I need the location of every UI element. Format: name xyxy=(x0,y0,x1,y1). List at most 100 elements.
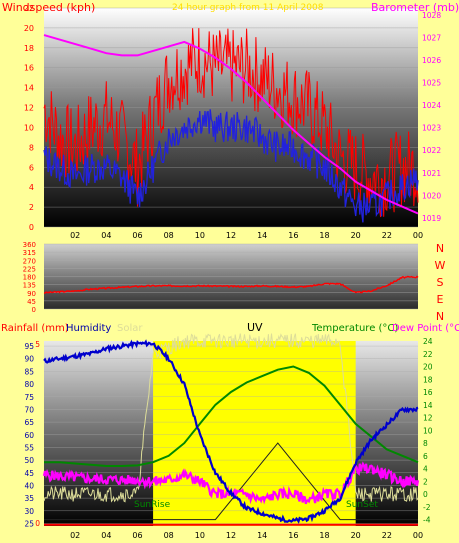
barometer-tick: 1019 xyxy=(422,214,441,223)
uv-label: UV xyxy=(247,321,263,334)
x-tick: 22 xyxy=(382,231,392,240)
dewpoint-label: Dew Point (°C xyxy=(392,323,459,334)
direction-tick: 90 xyxy=(27,290,36,298)
x-tick: 20 xyxy=(351,531,361,540)
barometer-tick: 1027 xyxy=(422,33,441,42)
temperature-tick: 16 xyxy=(423,388,433,397)
compass-label: S xyxy=(437,276,444,289)
humidity-tick: 35 xyxy=(24,494,34,503)
barometer-tick: 1022 xyxy=(422,146,441,155)
x-tick: 20 xyxy=(351,231,361,240)
direction-tick: 0 xyxy=(32,306,36,314)
windspeed-tick: 6 xyxy=(29,163,34,172)
x-tick: 14 xyxy=(257,231,267,240)
humidity-tick: 70 xyxy=(24,405,34,414)
barometer-tick: 1028 xyxy=(422,11,441,20)
direction-tick: 225 xyxy=(23,265,36,273)
rainfall-tick: 0 xyxy=(35,519,40,528)
humidity-tick: 90 xyxy=(24,355,34,364)
rainfall-label: Rainfall (mm) xyxy=(1,323,69,334)
humidity-tick: 25 xyxy=(24,519,34,528)
uv-line xyxy=(44,442,418,521)
barometer-tick: 1026 xyxy=(422,56,441,65)
temperature-tick: 8 xyxy=(423,439,428,448)
humidity-tick: 65 xyxy=(24,418,34,427)
x-tick: 16 xyxy=(288,531,298,540)
humidity-tick: 45 xyxy=(24,469,34,478)
windspeed-avg-line xyxy=(43,109,419,223)
barometer-line xyxy=(43,34,419,215)
sunrise-label: SunRise xyxy=(134,500,171,510)
temperature-tick: 14 xyxy=(423,401,433,410)
barometer-tick: 1020 xyxy=(422,191,441,200)
windspeed-tick: 18 xyxy=(24,44,34,53)
humidity-tick: 30 xyxy=(24,507,34,516)
temperature-tick: 10 xyxy=(423,426,433,435)
x-tick: 06 xyxy=(132,231,142,240)
x-tick: 04 xyxy=(101,531,111,540)
direction-tick: 180 xyxy=(23,274,36,282)
humidity-tick: 85 xyxy=(24,367,34,376)
humidity-label: Humidity xyxy=(66,323,111,334)
barometer-tick: 1021 xyxy=(422,169,441,178)
windspeed-tick: 22 xyxy=(24,4,34,13)
x-tick: 18 xyxy=(319,231,329,240)
temperature-tick: 18 xyxy=(423,375,433,384)
solar-line xyxy=(43,333,419,503)
compass-label: E xyxy=(437,293,444,306)
humidity-tick: 55 xyxy=(24,443,34,452)
windspeed-tick: 10 xyxy=(24,123,34,132)
temperature-tick: -4 xyxy=(423,516,431,525)
compass-label: N xyxy=(436,310,444,323)
humidity-tick: 40 xyxy=(24,481,34,490)
temperature-tick: 24 xyxy=(423,337,433,346)
top-chart-plot xyxy=(44,8,418,227)
barometer-title: Barometer (mb) xyxy=(371,1,459,14)
x-tick: 12 xyxy=(226,531,236,540)
windspeed-tick: 0 xyxy=(29,223,34,232)
x-tick: 08 xyxy=(164,231,174,240)
x-tick: 02 xyxy=(70,231,80,240)
barometer-tick: 1024 xyxy=(422,101,441,110)
windspeed-tick: 16 xyxy=(24,64,34,73)
windspeed-tick: 4 xyxy=(29,183,34,192)
temperature-tick: 22 xyxy=(423,350,433,359)
temperature-tick: 20 xyxy=(423,363,433,372)
wind-direction-line xyxy=(43,275,419,294)
x-tick: 16 xyxy=(288,231,298,240)
direction-tick: 315 xyxy=(23,249,36,257)
windspeed-tick: 2 xyxy=(29,203,34,212)
temperature-label: Temperature (°C) xyxy=(311,323,398,334)
x-tick: 00 xyxy=(413,531,423,540)
chart-main-title: 24 hour graph from 11 April 2008 xyxy=(172,3,324,13)
barometer-tick: 1023 xyxy=(422,124,441,133)
direction-tick: 270 xyxy=(23,257,36,265)
x-tick: 18 xyxy=(319,531,329,540)
compass-label: N xyxy=(436,242,444,255)
humidity-tick: 95 xyxy=(24,342,34,351)
rainfall-tick: 5 xyxy=(35,340,40,349)
windspeed-tick: 12 xyxy=(24,104,34,113)
direction-tick: 45 xyxy=(27,298,36,306)
x-tick: 12 xyxy=(226,231,236,240)
x-tick: 10 xyxy=(195,531,205,540)
humidity-tick: 75 xyxy=(24,393,34,402)
humidity-tick: 80 xyxy=(24,380,34,389)
solar-label: Solar xyxy=(117,323,143,334)
x-tick: 02 xyxy=(70,531,80,540)
x-tick: 04 xyxy=(101,231,111,240)
x-tick: 14 xyxy=(257,531,267,540)
temperature-tick: -2 xyxy=(423,503,431,512)
windspeed-gust-line xyxy=(43,28,419,218)
temperature-tick: 6 xyxy=(423,452,428,461)
temperature-tick: 4 xyxy=(423,465,428,474)
x-tick: 10 xyxy=(195,231,205,240)
temperature-tick: 12 xyxy=(423,414,433,423)
humidity-tick: 50 xyxy=(24,456,34,465)
temperature-line xyxy=(44,365,419,467)
x-tick: 08 xyxy=(164,531,174,540)
x-tick: 00 xyxy=(413,231,423,240)
compass-label: W xyxy=(435,259,446,272)
humidity-line xyxy=(43,339,419,524)
